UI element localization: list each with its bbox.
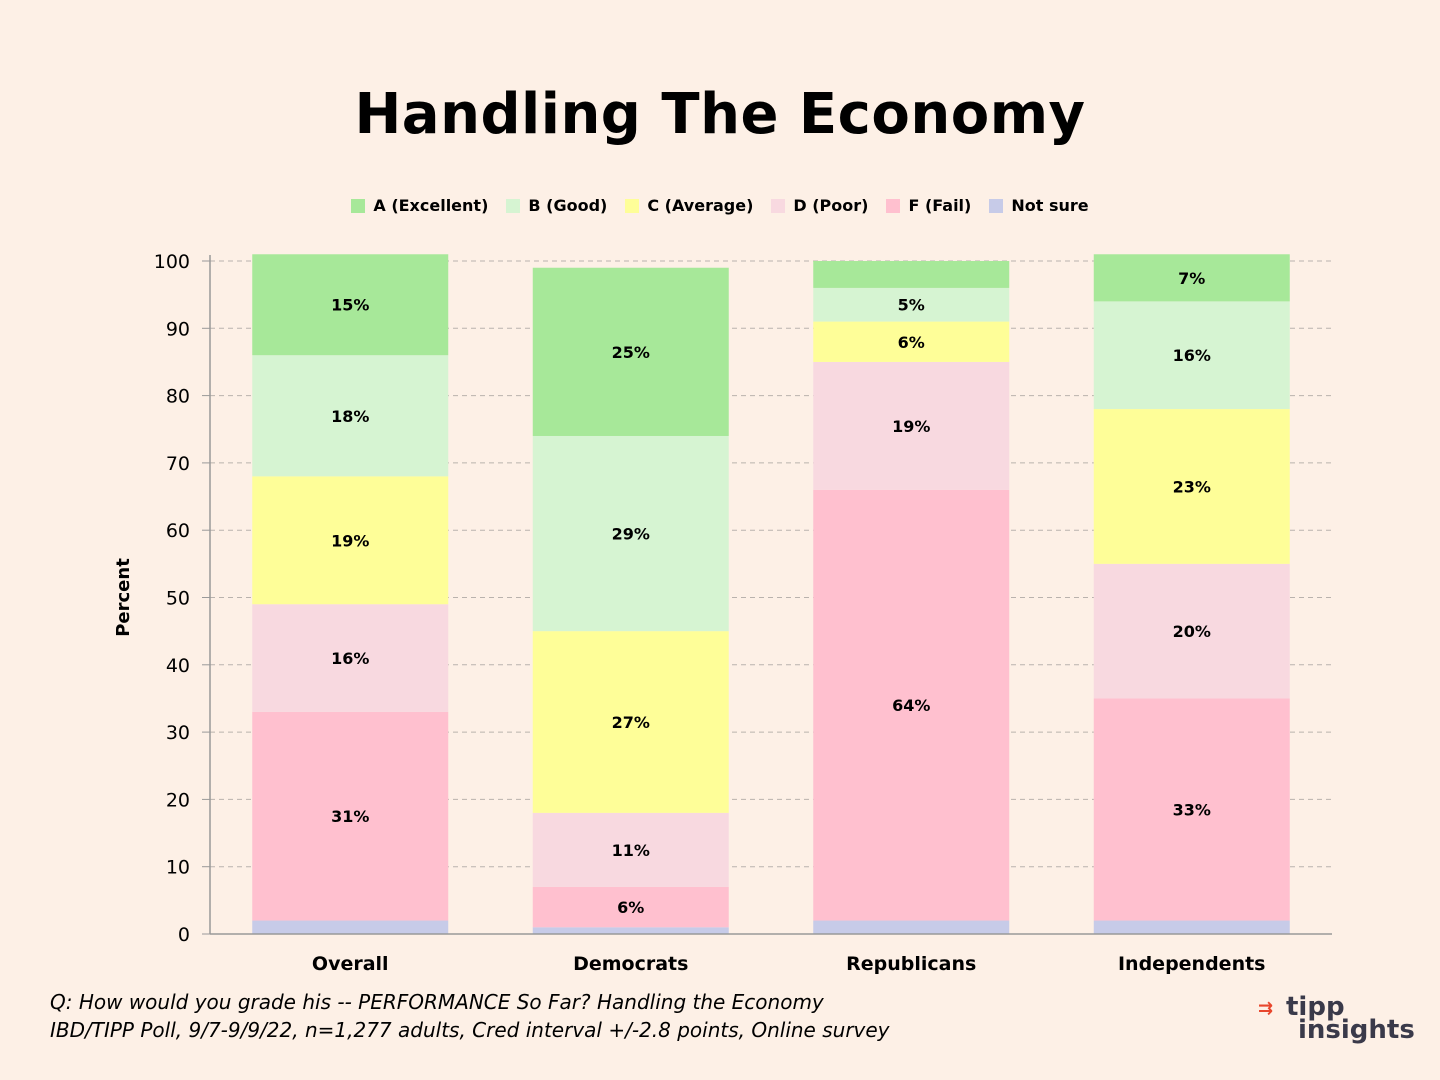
bar-segment <box>1093 301 1290 410</box>
data-label: 25% <box>612 343 650 362</box>
bar-segment <box>532 812 729 887</box>
legend-swatch-notsure <box>989 198 1004 213</box>
y-tick-label: 90 <box>166 318 190 340</box>
bar-segment <box>813 361 1010 490</box>
logo-line1: tipp <box>1286 992 1345 1022</box>
legend-swatch-c <box>625 198 640 213</box>
legend-item-f: F (Fail) <box>886 196 971 215</box>
y-tick-label: 50 <box>166 588 190 610</box>
bar-segment <box>252 604 449 712</box>
legend-swatch-b <box>506 198 521 213</box>
y-tick-label: 100 <box>154 251 190 273</box>
y-tick-label: 0 <box>178 924 190 946</box>
x-category-label: Independents <box>1118 953 1266 975</box>
y-tick-label: 80 <box>166 386 190 408</box>
bar-segment <box>532 886 729 928</box>
data-label: 18% <box>331 407 369 426</box>
bar-segment <box>252 254 449 356</box>
legend-label-notsure: Not sure <box>1011 196 1089 215</box>
bar-segment <box>1093 920 1290 934</box>
bar-segment <box>1093 563 1290 699</box>
x-category-label: Overall <box>312 953 389 975</box>
data-label: 16% <box>1173 346 1211 365</box>
data-label: 19% <box>331 531 369 550</box>
y-axis-title: Percent <box>113 558 134 637</box>
bar-segment <box>813 489 1010 921</box>
data-label: 16% <box>331 649 369 668</box>
x-category-label: Democrats <box>573 953 688 975</box>
y-tick-label: 40 <box>166 655 190 677</box>
bar-segment <box>813 920 1010 934</box>
footer: Q: How would you grade his -- PERFORMANC… <box>50 988 890 1044</box>
data-label: 11% <box>612 841 650 860</box>
bar-segment <box>532 631 729 813</box>
data-label: 20% <box>1173 622 1211 641</box>
footer-source: IBD/TIPP Poll, 9/7-9/9/22, n=1,277 adult… <box>50 1018 890 1042</box>
bar-segment <box>252 711 449 921</box>
bar-segment <box>532 267 729 436</box>
bar-segment <box>252 355 449 477</box>
data-label: 19% <box>892 417 930 436</box>
chart-title: Handling The Economy <box>354 82 1086 147</box>
legend-item-a: A (Excellent) <box>351 196 488 215</box>
bar-segment <box>252 920 449 934</box>
data-label: 5% <box>898 296 925 315</box>
y-tick-label: 70 <box>166 453 190 475</box>
data-label: 6% <box>898 333 925 352</box>
data-label: 31% <box>331 807 369 826</box>
logo-mark-icon: ⇉ <box>1258 998 1274 1019</box>
bar-segment <box>532 927 729 934</box>
legend-label-d: D (Poor) <box>793 196 869 215</box>
data-label: 23% <box>1173 477 1211 496</box>
bar-segment <box>252 476 449 605</box>
y-tick-label: 30 <box>166 722 190 744</box>
bar-segment <box>813 321 1010 362</box>
data-label: 6% <box>617 898 644 917</box>
legend-label-c: C (Average) <box>647 196 754 215</box>
y-tick-label: 20 <box>166 789 190 811</box>
bar-segment <box>1093 698 1290 921</box>
legend-label-a: A (Excellent) <box>373 196 489 215</box>
bar-segment <box>532 435 729 632</box>
data-label: 29% <box>612 525 650 544</box>
legend-swatch-d <box>771 198 786 213</box>
legend-swatch-f <box>886 198 901 213</box>
legend-label-f: F (Fail) <box>908 196 972 215</box>
legend-item-notsure: Not sure <box>989 196 1089 215</box>
bar-segment <box>813 287 1010 322</box>
footer-question: Q: How would you grade his -- PERFORMANC… <box>50 990 824 1014</box>
legend-swatch-a <box>351 198 366 213</box>
legend-item-c: C (Average) <box>625 196 753 215</box>
tipp-insights-logo: ⇉ tipp insights <box>1258 992 1415 1050</box>
bar-segment <box>813 261 1010 288</box>
x-category-label: Republicans <box>846 953 976 975</box>
bar-segment <box>1093 254 1290 302</box>
legend-item-d: D (Poor) <box>771 196 868 215</box>
y-tick-label: 10 <box>166 857 190 879</box>
data-label: 64% <box>892 696 930 715</box>
logo-line2: insights <box>1298 1015 1415 1045</box>
data-label: 7% <box>1178 269 1205 288</box>
data-label: 33% <box>1173 800 1211 819</box>
data-label: 27% <box>612 713 650 732</box>
data-label: 15% <box>331 296 369 315</box>
y-tick-label: 60 <box>166 520 190 542</box>
legend-item-b: B (Good) <box>506 196 607 215</box>
legend-label-b: B (Good) <box>528 196 608 215</box>
bar-segment <box>1093 409 1290 564</box>
legend: A (Excellent) B (Good) C (Average) D (Po… <box>0 196 1440 215</box>
